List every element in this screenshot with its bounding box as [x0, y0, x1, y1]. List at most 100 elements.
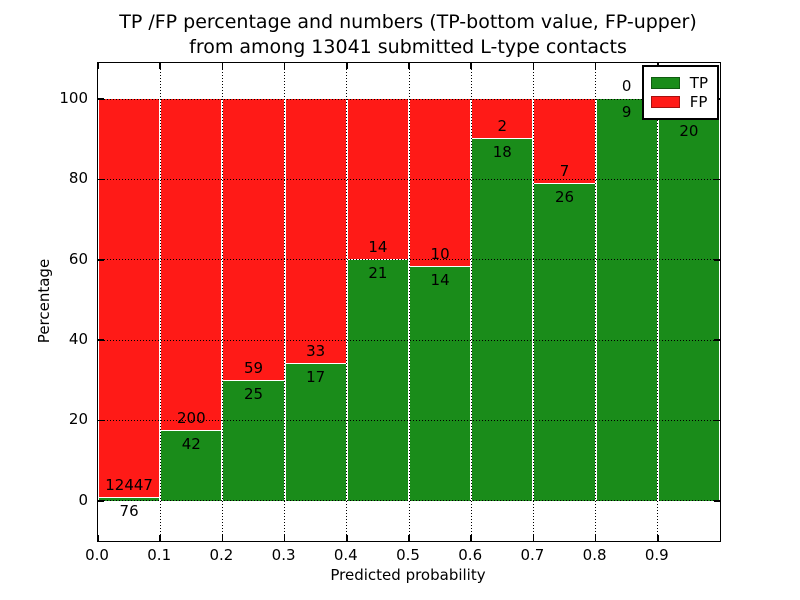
- bar-segment-fp: [472, 99, 533, 139]
- chart-title-line2: from among 13041 submitted L-type contac…: [189, 36, 627, 58]
- y-tick-mark: [98, 259, 104, 261]
- bars-layer: [98, 63, 720, 541]
- x-tick-label: 0.0: [85, 546, 109, 564]
- bar-segment-tp: [534, 184, 595, 501]
- bar-segment-tp: [410, 266, 471, 501]
- y-tick-label: 20: [68, 410, 88, 429]
- x-tick-mark: [532, 535, 535, 541]
- plot-area: 12447 76 200 42 59 25 33 17 14 21 10 14 2 18 7 26 0 9 20 T…: [97, 62, 721, 542]
- x-tick-mark: [97, 535, 99, 541]
- tp-count-label: 25: [243, 385, 264, 404]
- tp-count-label: 20: [679, 122, 699, 141]
- y-tick-mark: [98, 178, 104, 181]
- bar-segment-tp: [285, 364, 346, 501]
- x-tick-mark: [283, 535, 286, 541]
- x-tick-mark: [346, 535, 348, 541]
- y-tick-mark-right: [714, 339, 720, 341]
- bar-segment-tp: [223, 381, 284, 501]
- tp-swatch-icon: [650, 77, 680, 89]
- y-tick-mark: [98, 500, 104, 502]
- grid-layer: [98, 63, 720, 541]
- vertical-gridline: [284, 63, 286, 541]
- fp-count-label: 7: [559, 162, 570, 181]
- x-tick-mark: [159, 535, 161, 541]
- vertical-gridline: [657, 63, 659, 541]
- fp-count-label: 14: [368, 237, 388, 256]
- x-tick-label: 0.3: [271, 546, 296, 564]
- horizontal-gridline: [98, 339, 720, 341]
- bar-segment-tp: [658, 118, 719, 501]
- x-tick-mark: [470, 535, 472, 541]
- x-axis-title: Predicted probability: [330, 566, 486, 584]
- x-tick-mark-top: [346, 63, 348, 69]
- bar-segment-fp: [223, 99, 284, 381]
- y-tick-label: 60: [68, 249, 88, 268]
- y-tick-mark-right: [714, 500, 720, 502]
- tp-count-label: 76: [119, 502, 139, 521]
- legend-item-fp: FP: [650, 93, 708, 111]
- vertical-gridline: [470, 63, 472, 541]
- fp-count-label: 0: [621, 77, 632, 96]
- legend: TP FP: [641, 65, 719, 120]
- legend-item-tp: TP: [650, 75, 708, 91]
- tp-count-label: 17: [306, 368, 326, 387]
- x-tick-mark-top: [159, 63, 161, 69]
- horizontal-gridline: [98, 419, 720, 421]
- tp-count-label: 21: [368, 263, 388, 282]
- horizontal-gridline: [98, 259, 720, 261]
- x-tick-mark-top: [221, 63, 224, 69]
- tick-layer: [97, 63, 720, 541]
- fp-count-label: 59: [243, 359, 264, 378]
- x-tick-label: 0.9: [644, 546, 669, 564]
- bar-segment-fp: [534, 99, 595, 184]
- bar-segment-fp: [99, 99, 160, 498]
- bar-segment-fp: [161, 99, 222, 430]
- y-tick-label: 0: [78, 490, 88, 509]
- tp-count-label: 18: [492, 143, 512, 162]
- x-tick-label: 0.4: [333, 546, 358, 564]
- x-tick-mark: [594, 535, 597, 541]
- x-tick-label: 0.8: [582, 546, 607, 564]
- vertical-gridline: [159, 63, 161, 541]
- horizontal-gridline: [98, 178, 720, 180]
- x-tick-mark-top: [97, 63, 99, 69]
- fp-count-label: 33: [306, 342, 326, 361]
- tp-count-label: 42: [181, 434, 201, 453]
- vertical-gridline: [532, 63, 534, 541]
- y-tick-mark: [98, 419, 104, 422]
- x-tick-mark-top: [408, 63, 410, 69]
- tp-count-label: 14: [430, 270, 450, 289]
- fp-count-label: 10: [430, 244, 450, 263]
- x-tick-mark: [221, 535, 224, 541]
- chart-title: TP /FP percentage and numbers (TP-bottom…: [97, 10, 719, 60]
- y-tick-label: 80: [68, 169, 88, 188]
- fp-count-label: 2: [497, 117, 508, 136]
- y-tick-mark: [98, 339, 104, 341]
- legend-label-fp: FP: [689, 93, 708, 111]
- bar-segment-fp: [347, 99, 408, 259]
- vertical-gridline: [221, 63, 223, 541]
- y-tick-mark-right: [714, 419, 720, 422]
- x-tick-label: 0.7: [520, 546, 545, 564]
- tp-count-label: 26: [554, 188, 575, 207]
- x-tick-label: 0.1: [147, 546, 172, 564]
- vertical-gridline: [408, 63, 410, 541]
- horizontal-gridline: [98, 500, 720, 502]
- bar-labels-layer: 12447 76 200 42 59 25 33 17 14 21 10 14 2 18 7 26 0 9 20: [98, 63, 720, 541]
- tp-count-label: 9: [621, 103, 632, 122]
- y-tick-mark-right: [714, 259, 720, 261]
- y-tick-label: 100: [59, 89, 88, 108]
- bar-segment-tp: [99, 498, 160, 501]
- y-tick-label: 40: [68, 330, 88, 349]
- x-tick-mark-top: [594, 63, 597, 69]
- fp-count-label: 12447: [105, 476, 153, 495]
- y-tick-mark: [98, 98, 104, 100]
- bar-segment-fp: [410, 99, 471, 266]
- bar-segment-fp: [285, 99, 346, 364]
- fp-count-label: 200: [176, 408, 206, 427]
- fp-swatch-icon: [650, 96, 680, 108]
- x-tick-mark: [408, 535, 410, 541]
- x-tick-mark-top: [470, 63, 472, 69]
- x-tick-label: 0.2: [209, 546, 234, 564]
